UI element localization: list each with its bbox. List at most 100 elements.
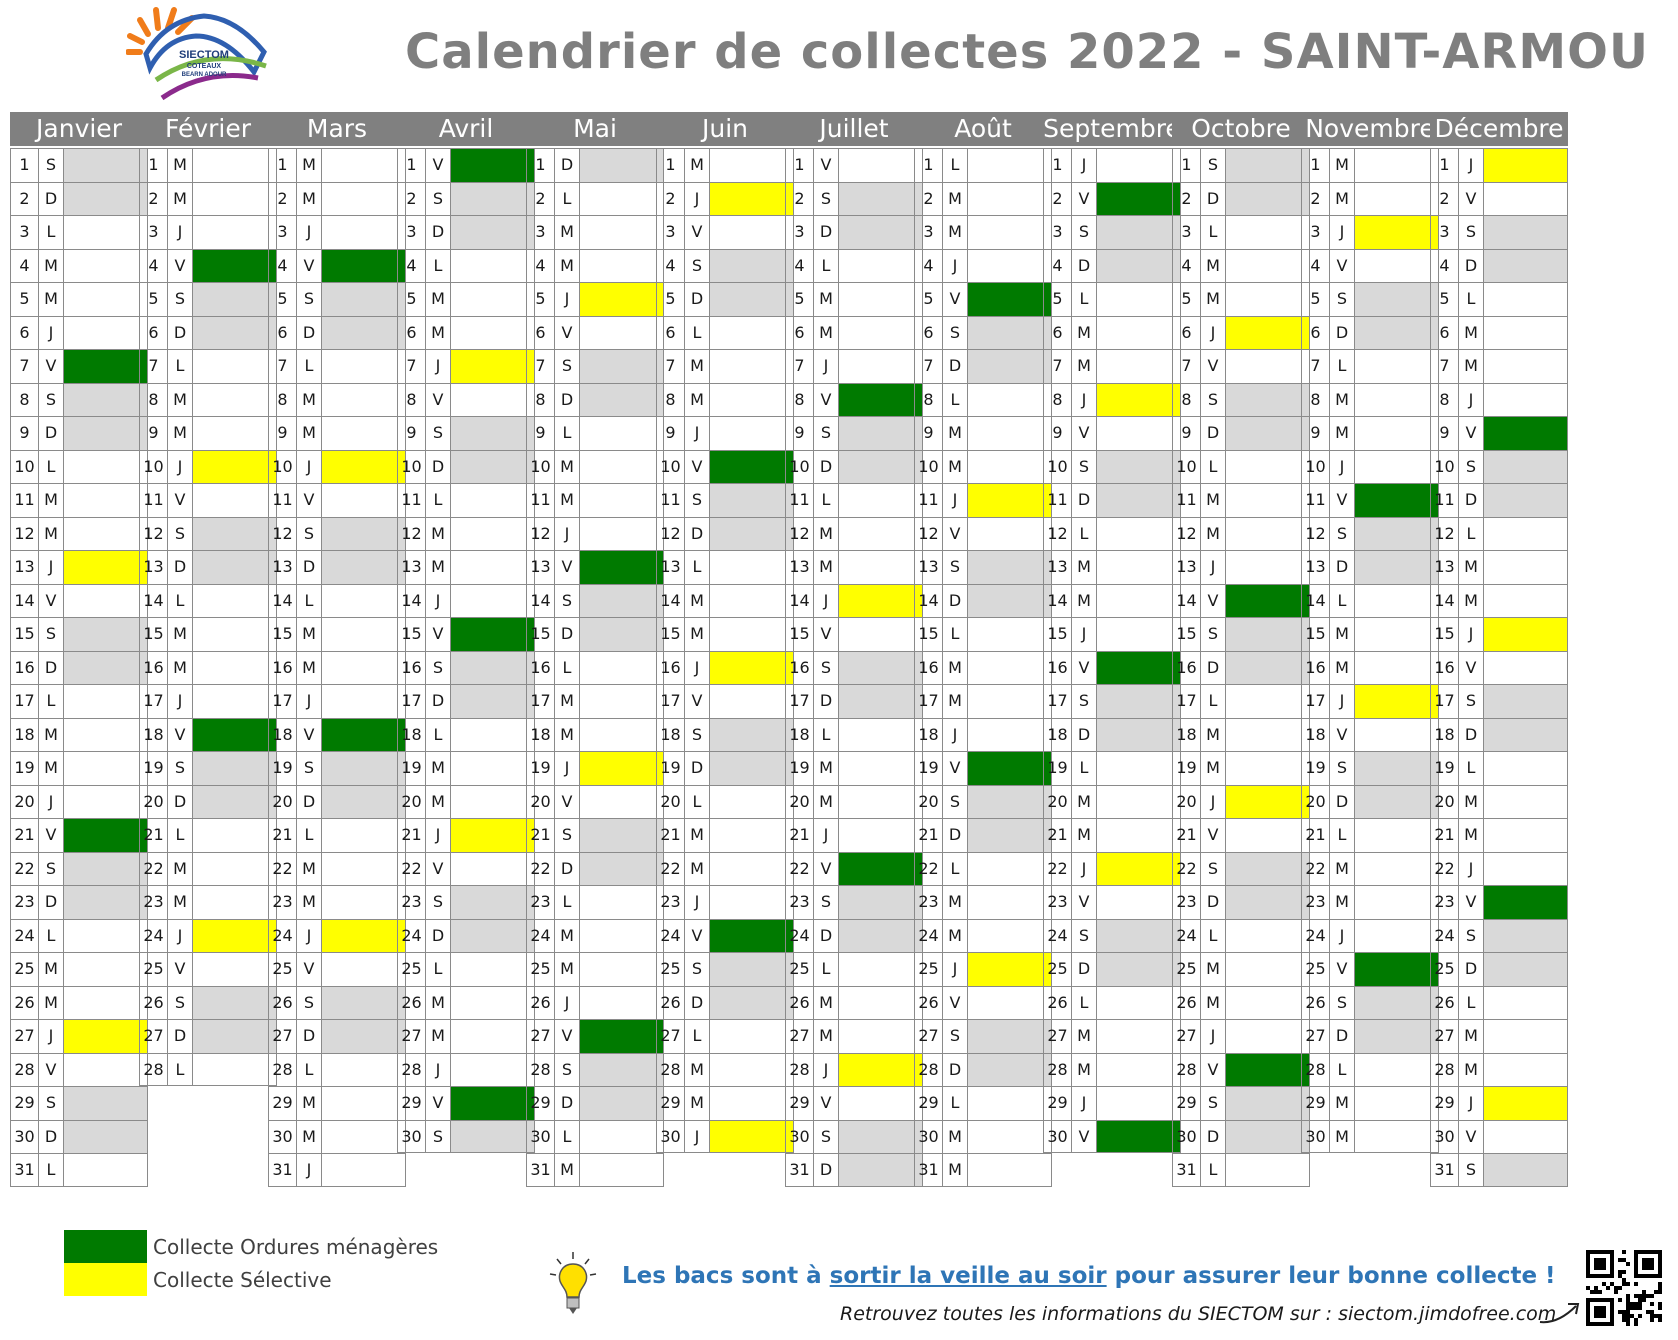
day-cell (839, 249, 923, 282)
day-cell (839, 316, 923, 349)
day-number: 5 (11, 283, 39, 316)
qr-code-icon[interactable] (1586, 1250, 1662, 1326)
day-cell (968, 886, 1052, 919)
day-row: 28 L (140, 1052, 277, 1086)
weekday-letter: D (297, 1020, 322, 1053)
weekday-letter: J (943, 718, 968, 751)
day-row: 27 D (1302, 1019, 1439, 1053)
weekday-letter: S (685, 249, 710, 282)
day-number: 10 (1302, 450, 1330, 483)
day-number: 18 (657, 718, 685, 751)
weekday-letter: S (39, 149, 64, 182)
day-row: 10 S (1431, 449, 1568, 483)
day-number: 21 (915, 819, 943, 852)
day-cell (710, 149, 794, 182)
weekday-letter: J (1201, 785, 1226, 818)
day-number: 28 (11, 1053, 39, 1086)
day-cell (968, 182, 1052, 215)
day-cell (1484, 819, 1568, 852)
day-number: 27 (786, 1020, 814, 1053)
day-cell (839, 283, 923, 316)
weekday-letter: L (426, 718, 451, 751)
day-cell (1226, 149, 1310, 182)
day-cell (1484, 450, 1568, 483)
weekday-letter: J (943, 249, 968, 282)
day-cell (710, 685, 794, 718)
day-number: 17 (786, 685, 814, 718)
day-row: 31 L (1173, 1153, 1310, 1187)
weekday-letter: M (555, 216, 580, 249)
day-cell (1484, 718, 1568, 751)
day-cell (451, 551, 535, 584)
weekday-letter: S (1330, 283, 1355, 316)
day-number: 26 (1302, 986, 1330, 1019)
day-row: 21 J (398, 818, 535, 852)
day-row: 11 V (1302, 483, 1439, 517)
day-number: 29 (1302, 1087, 1330, 1120)
day-row: 13 L (657, 550, 794, 584)
day-cell (451, 986, 535, 1019)
weekday-letter: S (426, 1120, 451, 1152)
weekday-letter: J (426, 350, 451, 383)
day-number: 23 (1431, 886, 1459, 919)
day-number: 9 (527, 417, 555, 450)
weekday-letter: L (814, 718, 839, 751)
day-cell (968, 1053, 1052, 1086)
weekday-letter: M (1459, 1020, 1484, 1053)
day-cell (1097, 953, 1181, 986)
day-number: 1 (657, 149, 685, 182)
day-cell (1484, 986, 1568, 1019)
weekday-letter: S (39, 852, 64, 885)
month-header: Mai (526, 112, 664, 146)
tip-link[interactable]: sortir la veille au soir (829, 1263, 1107, 1289)
day-number: 9 (1302, 417, 1330, 450)
day-number: 10 (1173, 450, 1201, 483)
day-row: 10 J (1302, 449, 1439, 483)
day-cell (1226, 249, 1310, 282)
weekday-letter: D (426, 919, 451, 952)
weekday-letter: L (168, 584, 193, 617)
day-number: 12 (1431, 517, 1459, 550)
day-row: 11 D (1431, 483, 1568, 517)
ordures-collection-cell (1097, 1120, 1181, 1152)
day-number: 24 (527, 919, 555, 952)
day-row: 14 L (1302, 583, 1439, 617)
day-cell (710, 417, 794, 450)
day-number: 23 (140, 886, 168, 919)
day-cell (839, 651, 923, 684)
day-number: 19 (1302, 752, 1330, 785)
day-number: 22 (398, 852, 426, 885)
weekday-letter: M (168, 383, 193, 416)
day-number: 2 (1431, 182, 1459, 215)
weekday-letter: L (814, 953, 839, 986)
day-number: 4 (1431, 249, 1459, 282)
weekday-letter: M (426, 752, 451, 785)
day-cell (193, 316, 277, 349)
day-row: 21 S (527, 818, 664, 852)
weekday-letter: J (1459, 1087, 1484, 1120)
day-row: 24 M (915, 918, 1052, 952)
weekday-letter: D (814, 1154, 839, 1186)
day-row: 14 J (786, 583, 923, 617)
day-cell (322, 752, 406, 785)
day-number: 14 (269, 584, 297, 617)
weekday-letter: S (943, 1020, 968, 1053)
day-cell (839, 785, 923, 818)
day-row: 15 S (1173, 617, 1310, 651)
selective-collection-cell (322, 919, 406, 952)
day-number: 5 (1431, 283, 1459, 316)
day-cell (64, 752, 148, 785)
day-row: 31 M (527, 1153, 664, 1187)
day-cell (64, 517, 148, 550)
day-number: 23 (1173, 886, 1201, 919)
weekday-letter: M (1201, 718, 1226, 751)
day-number: 25 (1173, 953, 1201, 986)
